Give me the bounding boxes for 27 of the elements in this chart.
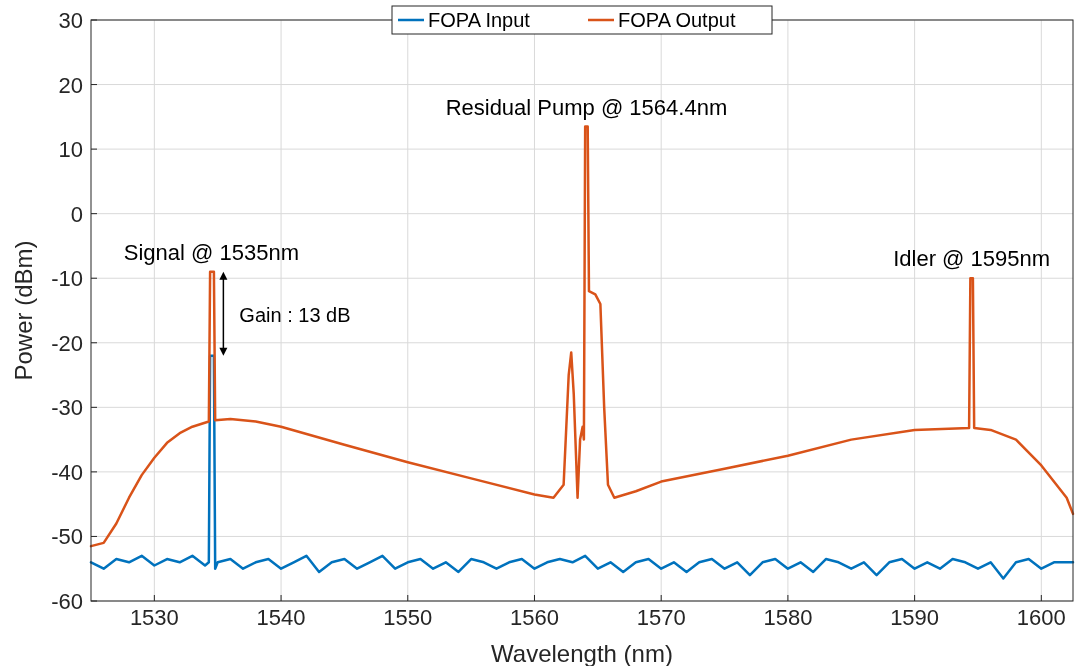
y-tick-label: -40 bbox=[51, 459, 83, 485]
line-series bbox=[89, 354, 1075, 580]
y-tick-label: -20 bbox=[51, 330, 83, 356]
y-tick-label: 20 bbox=[58, 72, 83, 98]
x-tick-label: 1550 bbox=[383, 605, 433, 630]
y-axis-title: Power (dBm) bbox=[10, 240, 37, 381]
x-tick-label: 1580 bbox=[763, 605, 813, 630]
annotation: Idler @ 1595nm bbox=[893, 246, 1051, 272]
x-tick-label: 1570 bbox=[636, 605, 686, 630]
y-tick-label: -60 bbox=[51, 589, 83, 614]
y-tick-label: 30 bbox=[58, 8, 83, 33]
annotation: Signal @ 1535nm bbox=[123, 239, 299, 265]
y-tick-label: -50 bbox=[51, 524, 83, 550]
line-series bbox=[89, 125, 1075, 548]
x-tick-label: 1590 bbox=[890, 605, 940, 630]
y-tick-label: 0 bbox=[70, 201, 83, 227]
annotation: Residual Pump @ 1564.4nm bbox=[445, 94, 728, 120]
x-tick-label: 1560 bbox=[510, 605, 559, 630]
x-tick-label: 1600 bbox=[1016, 605, 1066, 630]
x-tick-label: 1530 bbox=[129, 605, 179, 630]
x-tick-label: 1540 bbox=[256, 605, 306, 630]
y-tick-label: -30 bbox=[51, 395, 83, 421]
y-tick-label: -10 bbox=[51, 266, 83, 292]
y-tick-label: 10 bbox=[58, 137, 83, 163]
annotation: Gain : 13 dB bbox=[239, 303, 351, 326]
legend-label: FOPA Output bbox=[618, 9, 736, 31]
legend-label: FOPA Input bbox=[428, 9, 531, 31]
